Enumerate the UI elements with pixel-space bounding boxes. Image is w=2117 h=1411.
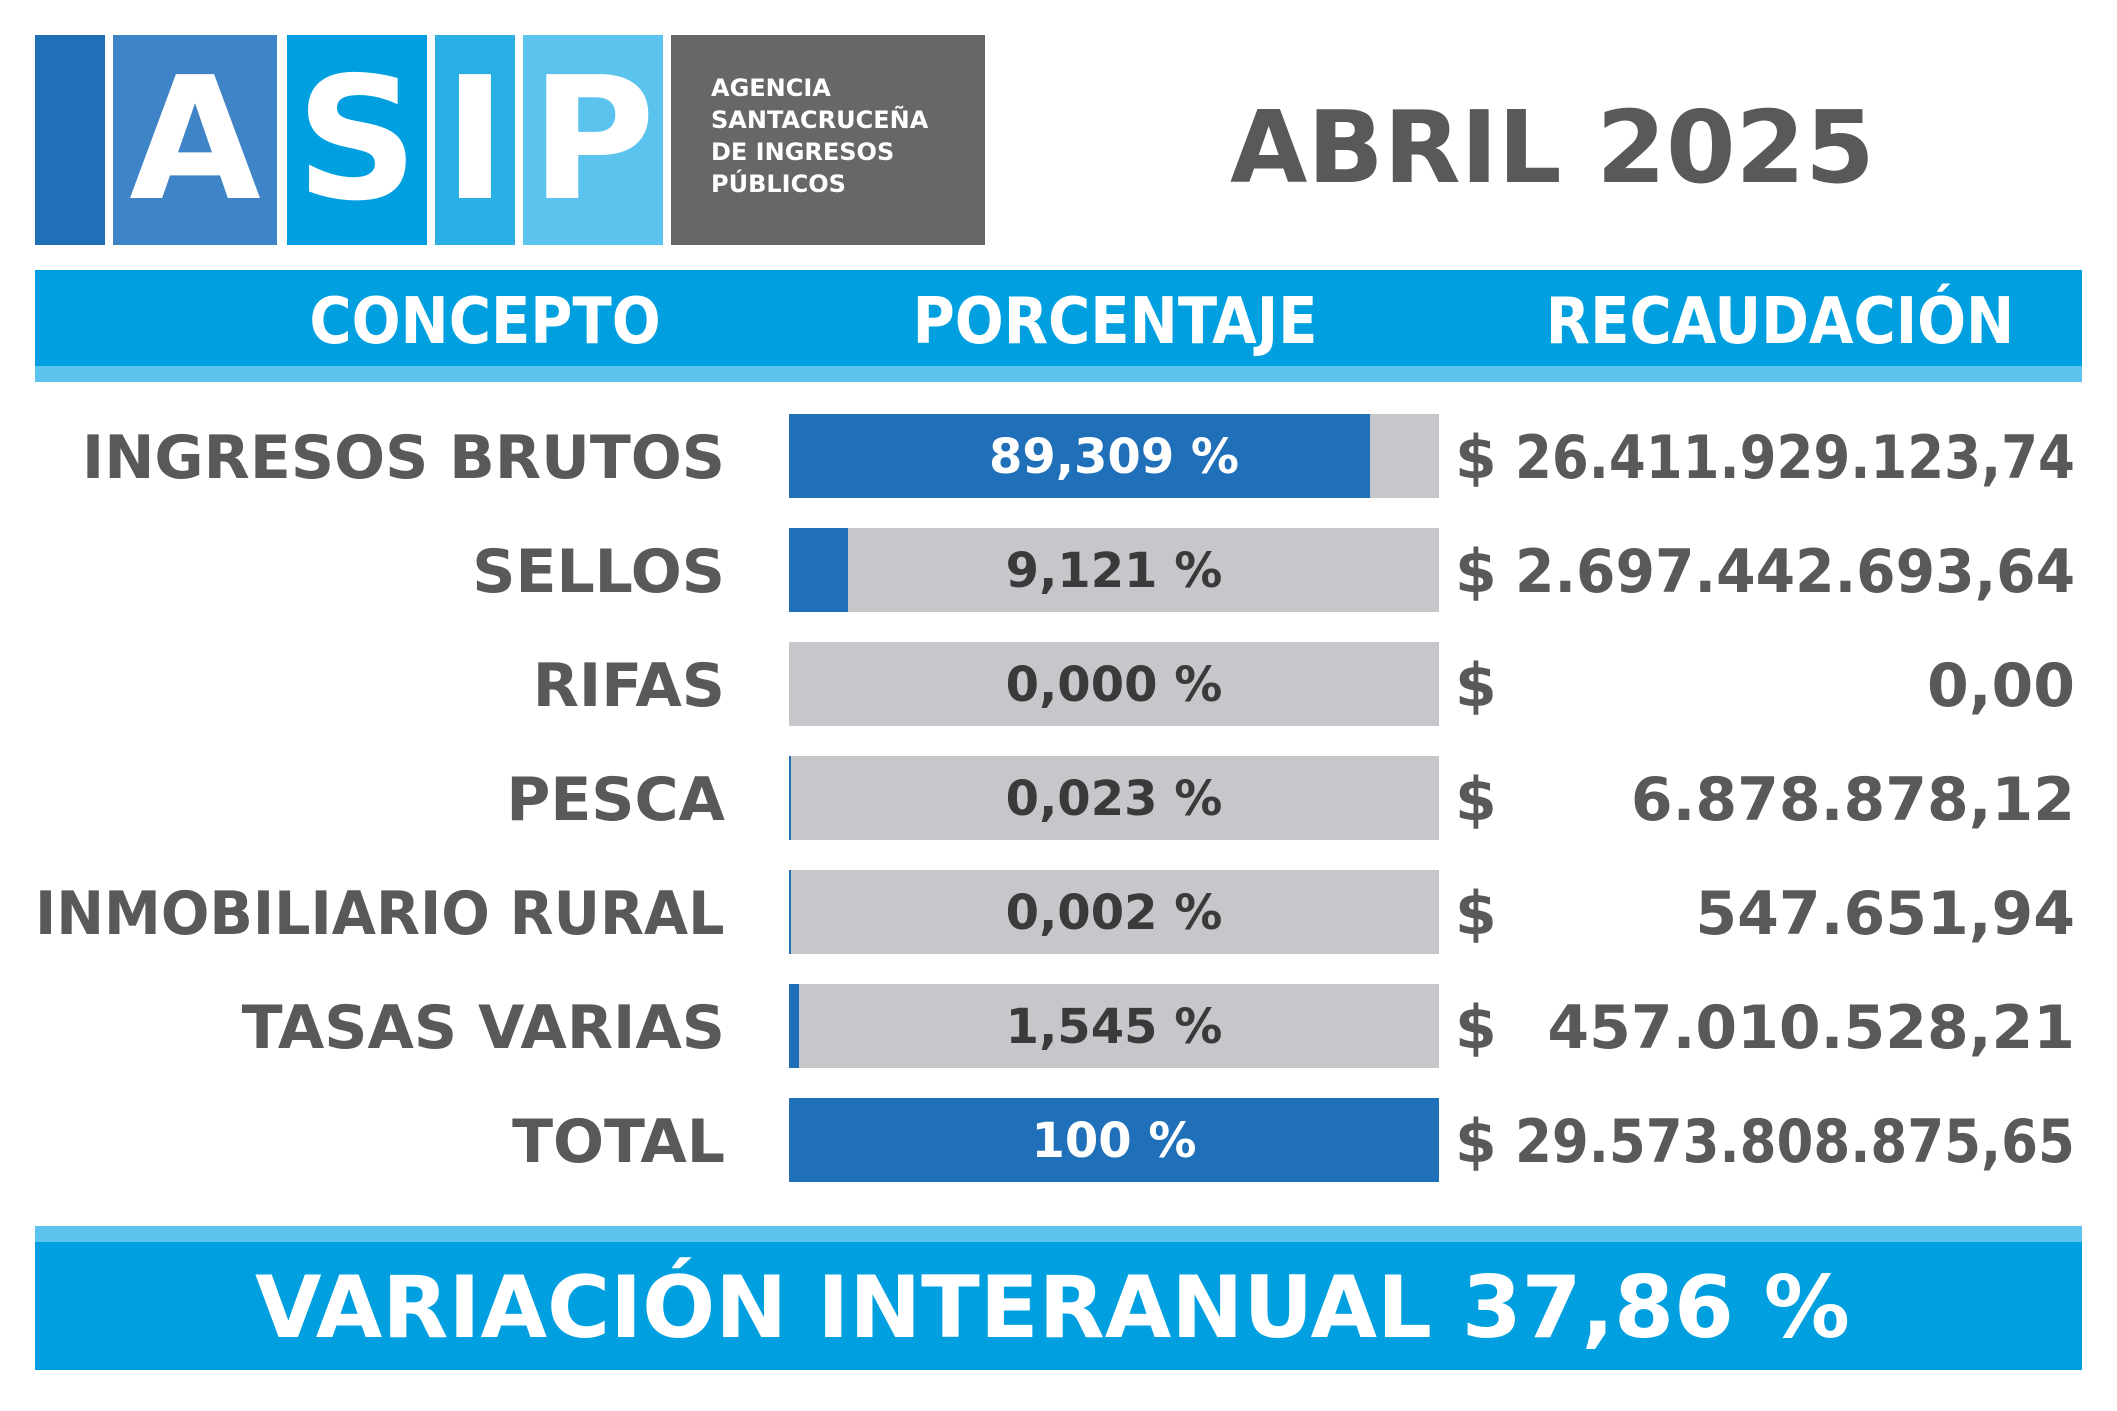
- concept-label: INMOBILIARIO RURAL: [35, 879, 725, 949]
- amount-value: 0,00: [1926, 651, 2075, 721]
- logo-block-a: A: [113, 35, 277, 245]
- logo-block-edge: [35, 35, 105, 245]
- currency-symbol: $: [1455, 993, 1497, 1063]
- header-concepto: CONCEPTO: [309, 285, 661, 359]
- percent-bar-track: 0,023 %: [789, 756, 1439, 840]
- logo-block-s: S: [287, 35, 427, 245]
- logo-block-i: I: [435, 35, 515, 245]
- header-underline: [35, 366, 2082, 382]
- logo-letter: P: [530, 41, 656, 239]
- percent-bar: [789, 528, 848, 612]
- percent-bar-track: 1,545 %: [789, 984, 1439, 1068]
- percent-label: 9,121 %: [1005, 543, 1223, 599]
- asip-logo: A S I P AGENCIA SANTACRUCEÑA DE INGRESOS…: [35, 35, 985, 245]
- logo-letter: S: [295, 41, 419, 239]
- percent-label: 89,309 %: [988, 429, 1240, 485]
- concept-label: TASAS VARIAS: [241, 993, 725, 1063]
- amount-value: 2.697.442.693,64: [1514, 537, 2075, 607]
- logo-block-p: P: [523, 35, 663, 245]
- percent-label: 1,545 %: [1005, 999, 1223, 1055]
- agency-name-box: AGENCIA SANTACRUCEÑA DE INGRESOS PÚBLICO…: [671, 35, 985, 245]
- concept-label: INGRESOS BRUTOS: [81, 423, 725, 493]
- amount-value: 457.010.528,21: [1547, 993, 2075, 1063]
- agency-line: SANTACRUCEÑA: [711, 106, 929, 134]
- interannual-variation: VARIACIÓN INTERANUAL 37,86 %: [255, 1258, 1850, 1358]
- header-recaudacion: RECAUDACIÓN: [1545, 285, 2015, 359]
- currency-symbol: $: [1455, 423, 1497, 493]
- concept-label: RIFAS: [532, 651, 725, 721]
- currency-symbol: $: [1455, 651, 1497, 721]
- logo-letter: I: [443, 41, 507, 239]
- concept-label: SELLOS: [472, 537, 725, 607]
- currency-symbol: $: [1455, 765, 1497, 835]
- percent-bar-track: 89,309 %: [789, 414, 1439, 498]
- percent-bar: [789, 1098, 1439, 1182]
- footer-line: [35, 1226, 2082, 1242]
- table-header-bar: [35, 270, 2082, 366]
- currency-symbol: $: [1455, 879, 1497, 949]
- percent-label: 0,000 %: [1005, 657, 1223, 713]
- agency-line: AGENCIA: [711, 74, 831, 102]
- amount-value: 29.573.808.875,65: [1515, 1107, 2075, 1177]
- percent-bar-track: 100 %: [789, 1098, 1439, 1182]
- concept-label: TOTAL: [512, 1107, 725, 1177]
- agency-line: DE INGRESOS: [711, 138, 895, 166]
- percent-label: 0,023 %: [1005, 771, 1223, 827]
- percent-bar: [789, 414, 1370, 498]
- percent-bar: [789, 756, 791, 840]
- logo-letter: A: [129, 41, 261, 239]
- percent-label: 0,002 %: [1005, 885, 1223, 941]
- percent-bar: [789, 870, 791, 954]
- percent-bar-track: 0,002 %: [789, 870, 1439, 954]
- header-porcentaje: PORCENTAJE: [912, 285, 1318, 359]
- percent-bar: [789, 984, 799, 1068]
- percent-bar-track: 9,121 %: [789, 528, 1439, 612]
- concept-label: PESCA: [506, 765, 725, 835]
- currency-symbol: $: [1455, 537, 1497, 607]
- amount-value: 6.878.878,12: [1630, 765, 2075, 835]
- footer-bar: [35, 1242, 2082, 1370]
- agency-line: PÚBLICOS: [711, 170, 846, 198]
- percent-bar-track: 0,000 %: [789, 642, 1439, 726]
- currency-symbol: $: [1455, 1107, 1497, 1177]
- percent-label: 100 %: [1031, 1113, 1197, 1169]
- period-title: ABRIL 2025: [1230, 89, 1875, 206]
- amount-value: 547.651,94: [1695, 879, 2075, 949]
- amount-value: 26.411.929.123,74: [1515, 423, 2075, 493]
